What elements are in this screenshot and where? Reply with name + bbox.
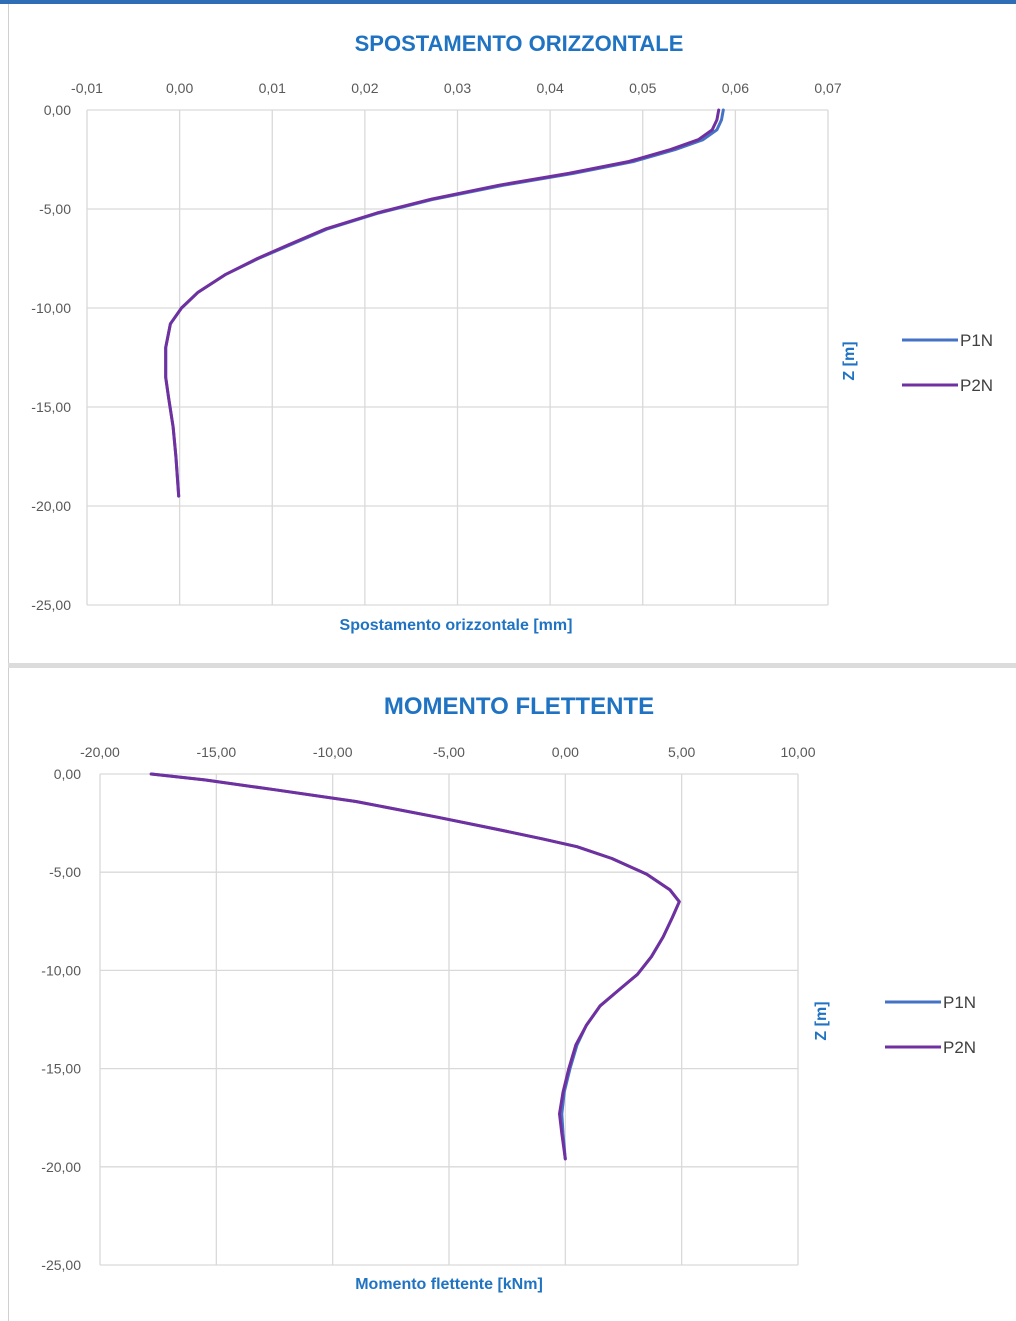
y-tick-label: -20,00 bbox=[41, 1159, 81, 1175]
x-tick-label: -15,00 bbox=[196, 744, 236, 760]
y-tick-label: -20,00 bbox=[31, 498, 71, 514]
x-axis-title: Momento flettente [kNm] bbox=[355, 1276, 543, 1293]
series-line-p2n bbox=[164, 108, 721, 498]
legend-label-p2n: P2N bbox=[943, 1038, 976, 1057]
x-tick-label: 0,01 bbox=[259, 80, 286, 96]
y-tick-label: -25,00 bbox=[41, 1257, 81, 1273]
y-axis-title: Z [m] bbox=[813, 1001, 830, 1040]
series-line-p1n bbox=[164, 108, 725, 498]
x-tick-label: 0,02 bbox=[351, 80, 378, 96]
y-tick-label: 0,00 bbox=[44, 102, 71, 118]
x-tick-label: 5,00 bbox=[668, 744, 695, 760]
chart-separator bbox=[8, 663, 1016, 668]
y-axis-title: Z [m] bbox=[841, 341, 858, 380]
chart-title: MOMENTO FLETTENTE bbox=[384, 693, 654, 720]
chart-title: SPOSTAMENTO ORIZZONTALE bbox=[355, 31, 684, 56]
y-tick-label: -15,00 bbox=[31, 399, 71, 415]
series-line-p2n bbox=[149, 772, 681, 1161]
x-tick-label: -20,00 bbox=[80, 744, 120, 760]
x-tick-label: 0,05 bbox=[629, 80, 656, 96]
displacement-chart: SPOSTAMENTO ORIZZONTALE -0,01 0,00 0,01 0,02… bbox=[8, 4, 1016, 663]
series-line-p1n bbox=[149, 772, 681, 1161]
x-tick-label: 0,07 bbox=[814, 80, 841, 96]
y-tick-label: -10,00 bbox=[41, 962, 81, 978]
x-tick-label: -10,00 bbox=[313, 744, 353, 760]
y-tick-label: -5,00 bbox=[39, 201, 71, 217]
x-tick-label: 0,00 bbox=[552, 744, 579, 760]
y-tick-label: -25,00 bbox=[31, 597, 71, 613]
x-tick-label: 0,03 bbox=[444, 80, 471, 96]
y-tick-label: -15,00 bbox=[41, 1061, 81, 1077]
x-tick-label: 0,00 bbox=[166, 80, 193, 96]
legend-label-p1n: P1N bbox=[960, 331, 993, 350]
x-tick-label: -5,00 bbox=[433, 744, 465, 760]
x-axis-title: Spostamento orizzontale [mm] bbox=[340, 617, 573, 634]
bending-moment-chart-svg: MOMENTO FLETTENTE -20,00 -15,00 -10,00 -5,00… bbox=[41, 693, 976, 1293]
y-tick-label: -10,00 bbox=[31, 300, 71, 316]
x-tick-label: 0,06 bbox=[722, 80, 749, 96]
legend-label-p1n: P1N bbox=[943, 993, 976, 1012]
bending-moment-chart: MOMENTO FLETTENTE -20,00 -15,00 -10,00 -5,00… bbox=[8, 668, 1016, 1321]
x-tick-label: 10,00 bbox=[780, 744, 815, 760]
y-tick-label: -5,00 bbox=[49, 864, 81, 880]
x-tick-label: -0,01 bbox=[71, 80, 103, 96]
x-tick-label: 0,04 bbox=[537, 80, 564, 96]
y-tick-label: 0,00 bbox=[54, 766, 81, 782]
top-accent-bar bbox=[0, 0, 1016, 4]
legend-label-p2n: P2N bbox=[960, 376, 993, 395]
displacement-chart-svg: SPOSTAMENTO ORIZZONTALE-0,01 0,00 0,01 0,02… bbox=[31, 31, 993, 634]
